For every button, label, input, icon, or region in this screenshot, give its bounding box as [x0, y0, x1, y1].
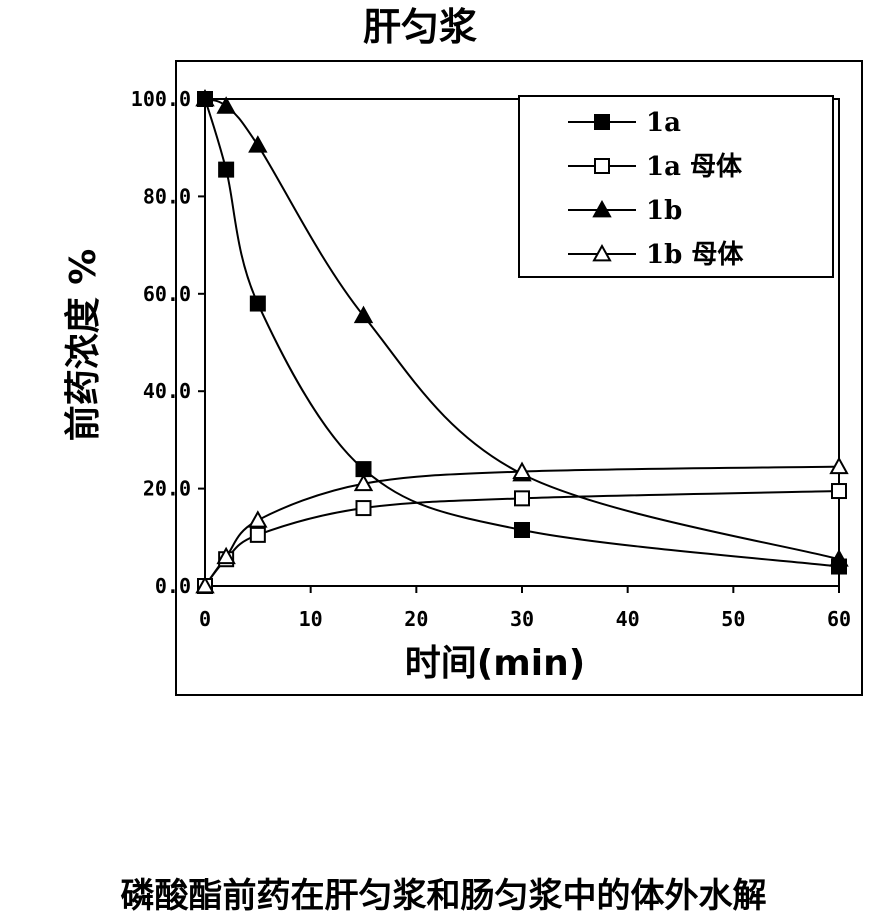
legend-label-3: 1b [646, 196, 682, 226]
x-tick-label: 10 [299, 607, 323, 631]
y-tick-label: 40.0 [143, 379, 191, 403]
x-tick-label: 0 [199, 607, 211, 631]
data-point-series-1 [515, 523, 529, 537]
data-point-series-2 [515, 491, 529, 505]
legend-label-1: 1a [646, 108, 681, 138]
y-tick-label: 100.0 [131, 87, 191, 111]
data-point-series-1 [251, 297, 265, 311]
y-tick-label: 60.0 [143, 282, 191, 306]
y-tick-label: 80.0 [143, 184, 191, 208]
legend-marker-2 [595, 159, 609, 173]
data-point-series-4 [250, 512, 266, 526]
y-axis-title: 前药浓度 % [63, 249, 104, 442]
x-tick-label: 20 [404, 607, 428, 631]
figure-caption: 磷酸酯前药在肝匀浆和肠匀浆中的体外水解 [0, 868, 887, 917]
x-tick-label: 60 [827, 607, 851, 631]
legend-label-2: 1a 母体 [646, 152, 743, 182]
chart-title: 肝匀浆 [363, 5, 477, 49]
x-tick-label: 40 [616, 607, 640, 631]
data-point-series-2 [251, 528, 265, 542]
data-point-series-3 [218, 98, 234, 112]
y-tick-label: 20.0 [143, 477, 191, 501]
data-point-series-1 [219, 163, 233, 177]
x-axis-title: 时间(min) [405, 643, 585, 684]
data-point-series-3 [250, 137, 266, 151]
data-point-series-2 [832, 484, 846, 498]
legend-marker-1 [595, 115, 609, 129]
legend: 1a 1a 母体 1b 1b 母体 [519, 96, 833, 277]
x-tick-label: 30 [510, 607, 534, 631]
legend-label-4: 1b 母体 [646, 240, 744, 270]
y-tick-label: 0.0 [155, 574, 191, 598]
data-point-series-2 [357, 501, 371, 515]
x-tick-label: 50 [721, 607, 745, 631]
